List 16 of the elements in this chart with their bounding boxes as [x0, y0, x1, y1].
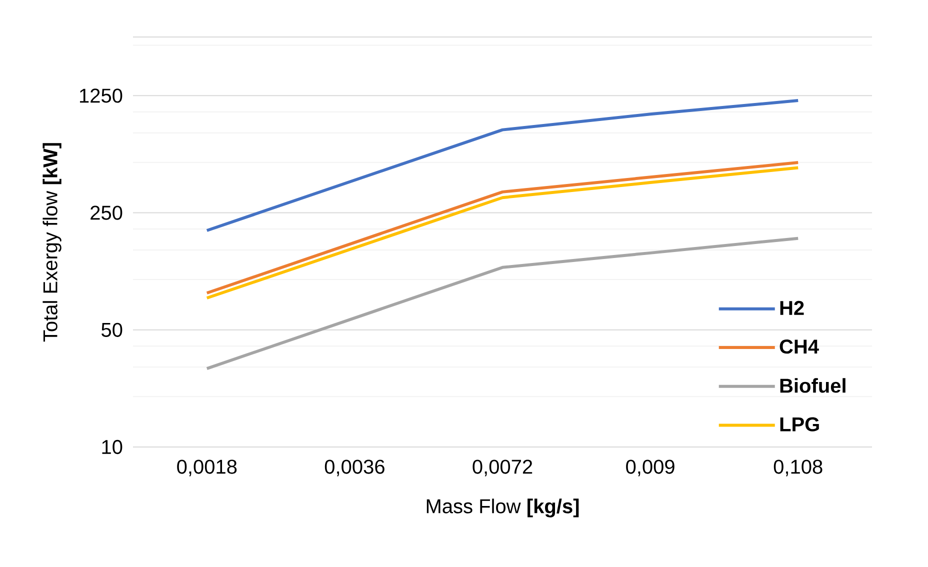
x-axis-title: Mass Flow [kg/s]: [426, 498, 579, 518]
line-series: [205, 98, 800, 232]
y-tick-label: 50: [102, 322, 122, 337]
legend-label: Biofuel: [780, 378, 846, 393]
y-tick-label: 250: [90, 206, 122, 220]
y-axis-title: Total Exergy flow [kW]: [42, 143, 62, 342]
x-tick-label: 0,009: [626, 460, 674, 476]
x-tick-label: 0,0072: [472, 460, 532, 476]
x-tick-label: 0,108: [774, 460, 822, 476]
legend-label: CH4: [780, 340, 819, 354]
x-tick-label: 0,0018: [177, 460, 237, 476]
legend-label: LPG: [780, 417, 819, 432]
y-tick-label: 10: [102, 440, 122, 454]
legend-label: H2: [780, 300, 804, 315]
x-tick-label: 0,0036: [324, 460, 384, 476]
y-tick-label: 1250: [80, 88, 122, 103]
